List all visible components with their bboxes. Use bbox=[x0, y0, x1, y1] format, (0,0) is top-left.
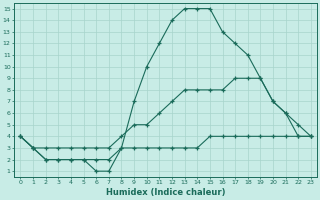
X-axis label: Humidex (Indice chaleur): Humidex (Indice chaleur) bbox=[106, 188, 225, 197]
